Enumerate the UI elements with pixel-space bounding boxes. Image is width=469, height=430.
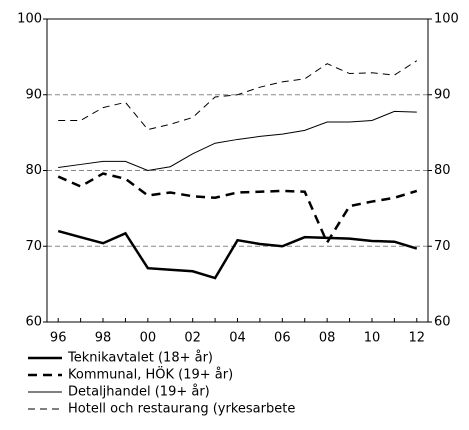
y-tick-label: 70 — [25, 239, 42, 254]
y2-tick-label: 80 — [434, 163, 451, 178]
legend-label: Hotell och restaurang (yrkesarbete — [68, 402, 295, 417]
series-line — [57, 229, 418, 280]
x-tick-label: 00 — [140, 331, 157, 346]
y2-tick-label: 100 — [434, 12, 459, 27]
x-tick-label: 08 — [319, 331, 336, 346]
legend-label: Detaljhandel (19+ år) — [68, 385, 210, 400]
y-tick-label: 90 — [25, 87, 42, 102]
y2-tick-label: 70 — [434, 239, 451, 254]
y-tick-label: 100 — [17, 12, 42, 27]
series-line — [58, 60, 418, 131]
y-tick-label: 60 — [25, 315, 42, 330]
y-tick-label: 80 — [25, 163, 42, 178]
x-tick-label: 06 — [274, 331, 291, 346]
legend-label: Kommunal, HÖK (19+ år) — [68, 366, 233, 383]
x-tick-label: 96 — [50, 331, 67, 346]
y2-tick-label: 60 — [434, 315, 451, 330]
x-tick-label: 10 — [364, 331, 381, 346]
series-line — [58, 110, 417, 172]
x-tick-label: 02 — [184, 331, 201, 346]
x-tick-label: 98 — [95, 331, 112, 346]
y2-tick-label: 90 — [434, 87, 451, 102]
series-line — [57, 172, 418, 246]
legend-label: Teknikavtalet (18+ år) — [67, 351, 213, 366]
x-tick-label: 12 — [409, 331, 426, 346]
x-tick-label: 04 — [229, 331, 246, 346]
